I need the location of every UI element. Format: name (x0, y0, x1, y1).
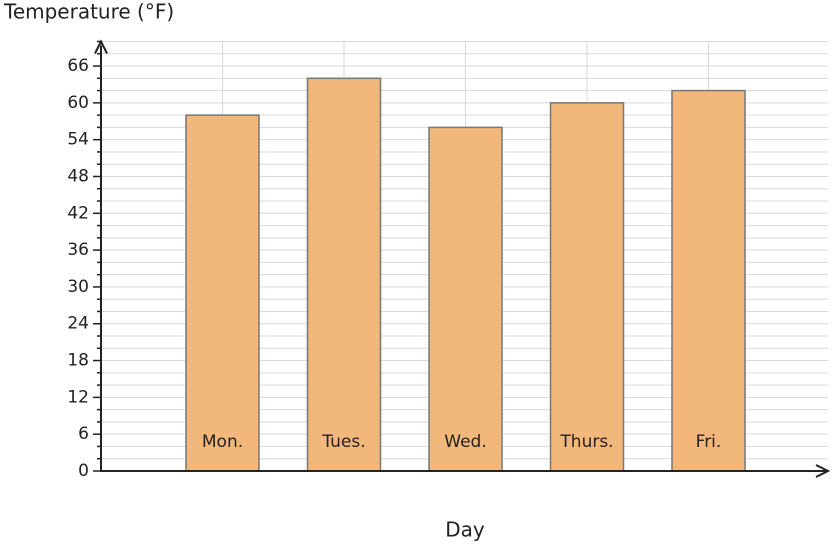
y-axis-title: Temperature (°F) (3, 0, 174, 24)
x-tick-label: Fri. (696, 432, 722, 452)
y-tick-label: 36 (67, 240, 89, 260)
bar (428, 126, 503, 472)
y-tick-label: 60 (67, 93, 89, 113)
y-arrow (94, 39, 108, 54)
y-tick-label: 18 (67, 351, 89, 371)
bar (185, 114, 260, 472)
y-tick-label: 42 (67, 203, 89, 223)
x-tick-label: Mon. (202, 432, 243, 452)
y-tick-label: 6 (78, 424, 89, 444)
y-tick-label: 12 (67, 387, 89, 407)
x-tick-label: Wed. (444, 432, 486, 452)
x-tick-label: Thurs. (559, 432, 613, 452)
bar (549, 102, 625, 472)
y-tick-label: 30 (67, 277, 89, 297)
bar (306, 77, 382, 472)
x-arrow (815, 464, 831, 478)
y-tick-label: 66 (67, 56, 89, 76)
y-tick-label: 54 (67, 130, 89, 150)
x-tick-label: Tues. (321, 432, 365, 452)
y-tick-label: 0 (78, 461, 89, 481)
y-tick-label: 48 (67, 166, 89, 186)
bar (671, 89, 746, 472)
x-axis-title: Day (445, 518, 485, 542)
y-tick-label: 24 (67, 314, 89, 334)
